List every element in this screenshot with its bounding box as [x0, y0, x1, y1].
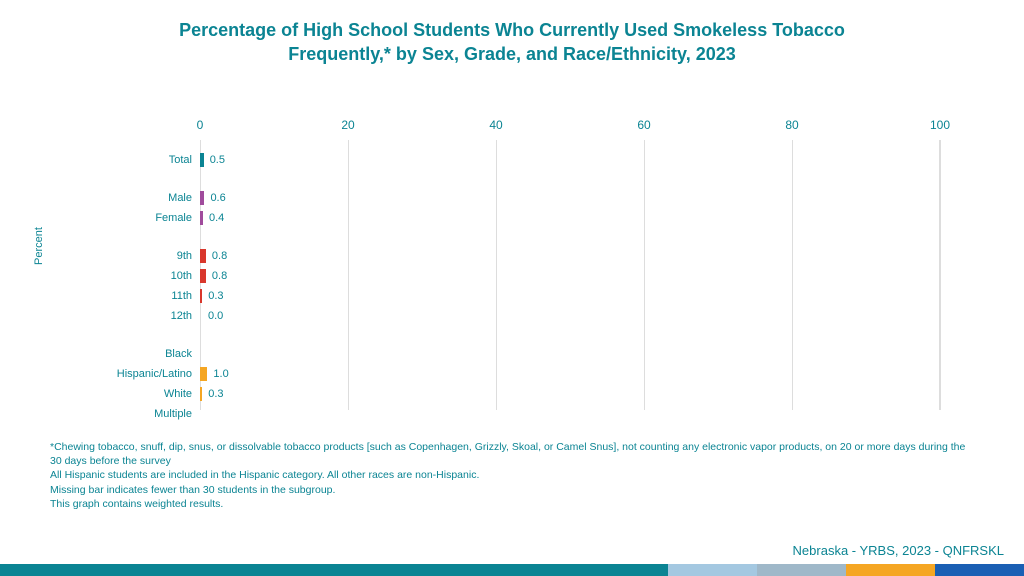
footer-stripe — [0, 564, 1024, 576]
value-label: 0.3 — [202, 286, 223, 306]
stripe-segment — [935, 564, 1024, 576]
value-label: 0.4 — [203, 208, 224, 228]
data-row: Black — [200, 344, 939, 364]
data-row: Hispanic/Latino1.0 — [200, 364, 939, 384]
row-label: Female — [155, 208, 200, 228]
data-row: 9th0.8 — [200, 246, 939, 266]
y-axis-label: Percent — [33, 227, 45, 265]
title-line-1: Percentage of High School Students Who C… — [60, 18, 964, 42]
row-label: 10th — [171, 266, 200, 286]
x-tick-label: 100 — [930, 118, 950, 132]
x-tick-label: 0 — [197, 118, 204, 132]
row-label: Black — [165, 344, 200, 364]
footnote-line: All Hispanic students are included in th… — [50, 468, 974, 482]
chart-title: Percentage of High School Students Who C… — [0, 0, 1024, 67]
value-label: 0.3 — [202, 384, 223, 404]
data-row: Total0.5 — [200, 150, 939, 170]
stripe-segment — [668, 564, 757, 576]
value-label: 0.0 — [202, 306, 223, 326]
footnote-line: *Chewing tobacco, snuff, dip, snus, or d… — [50, 440, 974, 468]
plot-region: 020406080100Total0.5Male0.6Female0.49th0… — [200, 140, 940, 410]
x-tick-label: 20 — [341, 118, 354, 132]
value-label: 0.5 — [204, 150, 225, 170]
row-label: Hispanic/Latino — [117, 364, 200, 384]
footnotes: *Chewing tobacco, snuff, dip, snus, or d… — [50, 440, 974, 511]
data-row: Male0.6 — [200, 188, 939, 208]
row-label: 11th — [171, 286, 200, 306]
data-row: 11th0.3 — [200, 286, 939, 306]
gridline — [940, 140, 941, 410]
footnote-line: Missing bar indicates fewer than 30 stud… — [50, 483, 974, 497]
x-tick-label: 80 — [785, 118, 798, 132]
value-label: 0.8 — [206, 246, 227, 266]
x-tick-label: 40 — [489, 118, 502, 132]
row-label: White — [164, 384, 200, 404]
stripe-segment — [846, 564, 935, 576]
title-line-2: Frequently,* by Sex, Grade, and Race/Eth… — [60, 42, 964, 66]
value-label: 0.6 — [204, 188, 225, 208]
row-label: Male — [168, 188, 200, 208]
stripe-segment — [0, 564, 668, 576]
row-label: 12th — [171, 306, 200, 326]
data-row: 12th0.0 — [200, 306, 939, 326]
data-row: Multiple — [200, 404, 939, 424]
row-label: Multiple — [154, 404, 200, 424]
bar — [200, 367, 207, 381]
footnote-line: This graph contains weighted results. — [50, 497, 974, 511]
row-label: Total — [169, 150, 200, 170]
chart-area: Percent 020406080100Total0.5Male0.6Femal… — [70, 110, 970, 410]
data-row: 10th0.8 — [200, 266, 939, 286]
stripe-segment — [757, 564, 846, 576]
row-label: 9th — [177, 246, 200, 266]
source-label: Nebraska - YRBS, 2023 - QNFRSKL — [793, 543, 1004, 558]
value-label: 0.8 — [206, 266, 227, 286]
value-label: 1.0 — [207, 364, 228, 384]
data-row: White0.3 — [200, 384, 939, 404]
data-row: Female0.4 — [200, 208, 939, 228]
x-tick-label: 60 — [637, 118, 650, 132]
